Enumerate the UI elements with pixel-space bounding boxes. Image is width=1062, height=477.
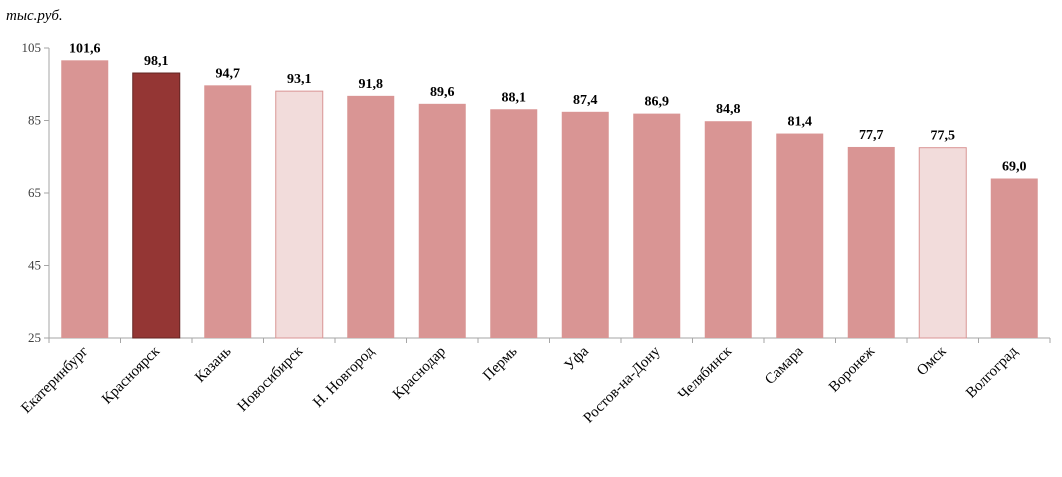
- bar: [918, 147, 967, 339]
- category-label: Екатеринбург: [18, 344, 91, 417]
- category-label: Ростов-на-Дону: [581, 343, 664, 426]
- data-label: 88,1: [502, 90, 527, 105]
- data-label: 89,6: [430, 85, 455, 100]
- data-label: 101,6: [69, 41, 101, 56]
- category-label: Челябинск: [675, 343, 735, 403]
- bar: [990, 178, 1038, 338]
- data-label: 86,9: [645, 95, 670, 110]
- bar: [347, 95, 395, 338]
- bar: [704, 121, 752, 338]
- category-labels: Екатеринбург Красноярск Казань Новосибирск Н…: [18, 343, 1021, 426]
- category-label: Новосибирск: [235, 343, 307, 415]
- bar: [275, 90, 324, 339]
- data-label: 91,8: [359, 77, 384, 92]
- y-tick-label: 45: [28, 258, 41, 273]
- data-label: 69,0: [1002, 160, 1027, 175]
- category-label: Воронеж: [826, 343, 878, 395]
- bar: [204, 85, 252, 339]
- bar: [418, 103, 466, 338]
- y-tick-label: 25: [28, 330, 41, 345]
- category-label: Волгоград: [963, 343, 1021, 401]
- category-label: Уфа: [562, 343, 593, 374]
- category-label: Краснодар: [390, 344, 449, 403]
- bar: [776, 133, 824, 338]
- data-label: 98,1: [144, 54, 169, 69]
- data-label: 87,4: [573, 93, 598, 108]
- y-tick-label: 105: [22, 40, 42, 55]
- y-tick-label: 85: [28, 113, 41, 128]
- category-label: Казань: [192, 343, 234, 385]
- data-label: 81,4: [788, 115, 813, 130]
- data-label: 94,7: [216, 66, 241, 81]
- y-tick-label: 65: [28, 185, 41, 200]
- category-label: Пермь: [480, 343, 520, 383]
- category-label: Самара: [762, 343, 807, 388]
- data-label: 93,1: [287, 72, 312, 87]
- bar: [561, 111, 609, 338]
- unit-label: тыс.руб.: [6, 8, 63, 24]
- value-labels: 101,6 98,1 94,7 93,1 91,8 89,6 88,1 87,4 86,9 84,…: [69, 41, 1027, 174]
- data-label: 77,7: [859, 128, 884, 143]
- data-label: 84,8: [716, 102, 741, 117]
- bar: [633, 113, 681, 338]
- category-label: Омск: [914, 343, 950, 379]
- category-label: Н. Новгород: [310, 343, 378, 411]
- bar: [132, 72, 181, 339]
- data-label: 77,5: [931, 129, 956, 144]
- bars: [61, 60, 1038, 339]
- bar: [61, 60, 109, 338]
- bar: [490, 109, 538, 338]
- bar: [847, 146, 895, 338]
- category-label: Красноярск: [99, 343, 163, 407]
